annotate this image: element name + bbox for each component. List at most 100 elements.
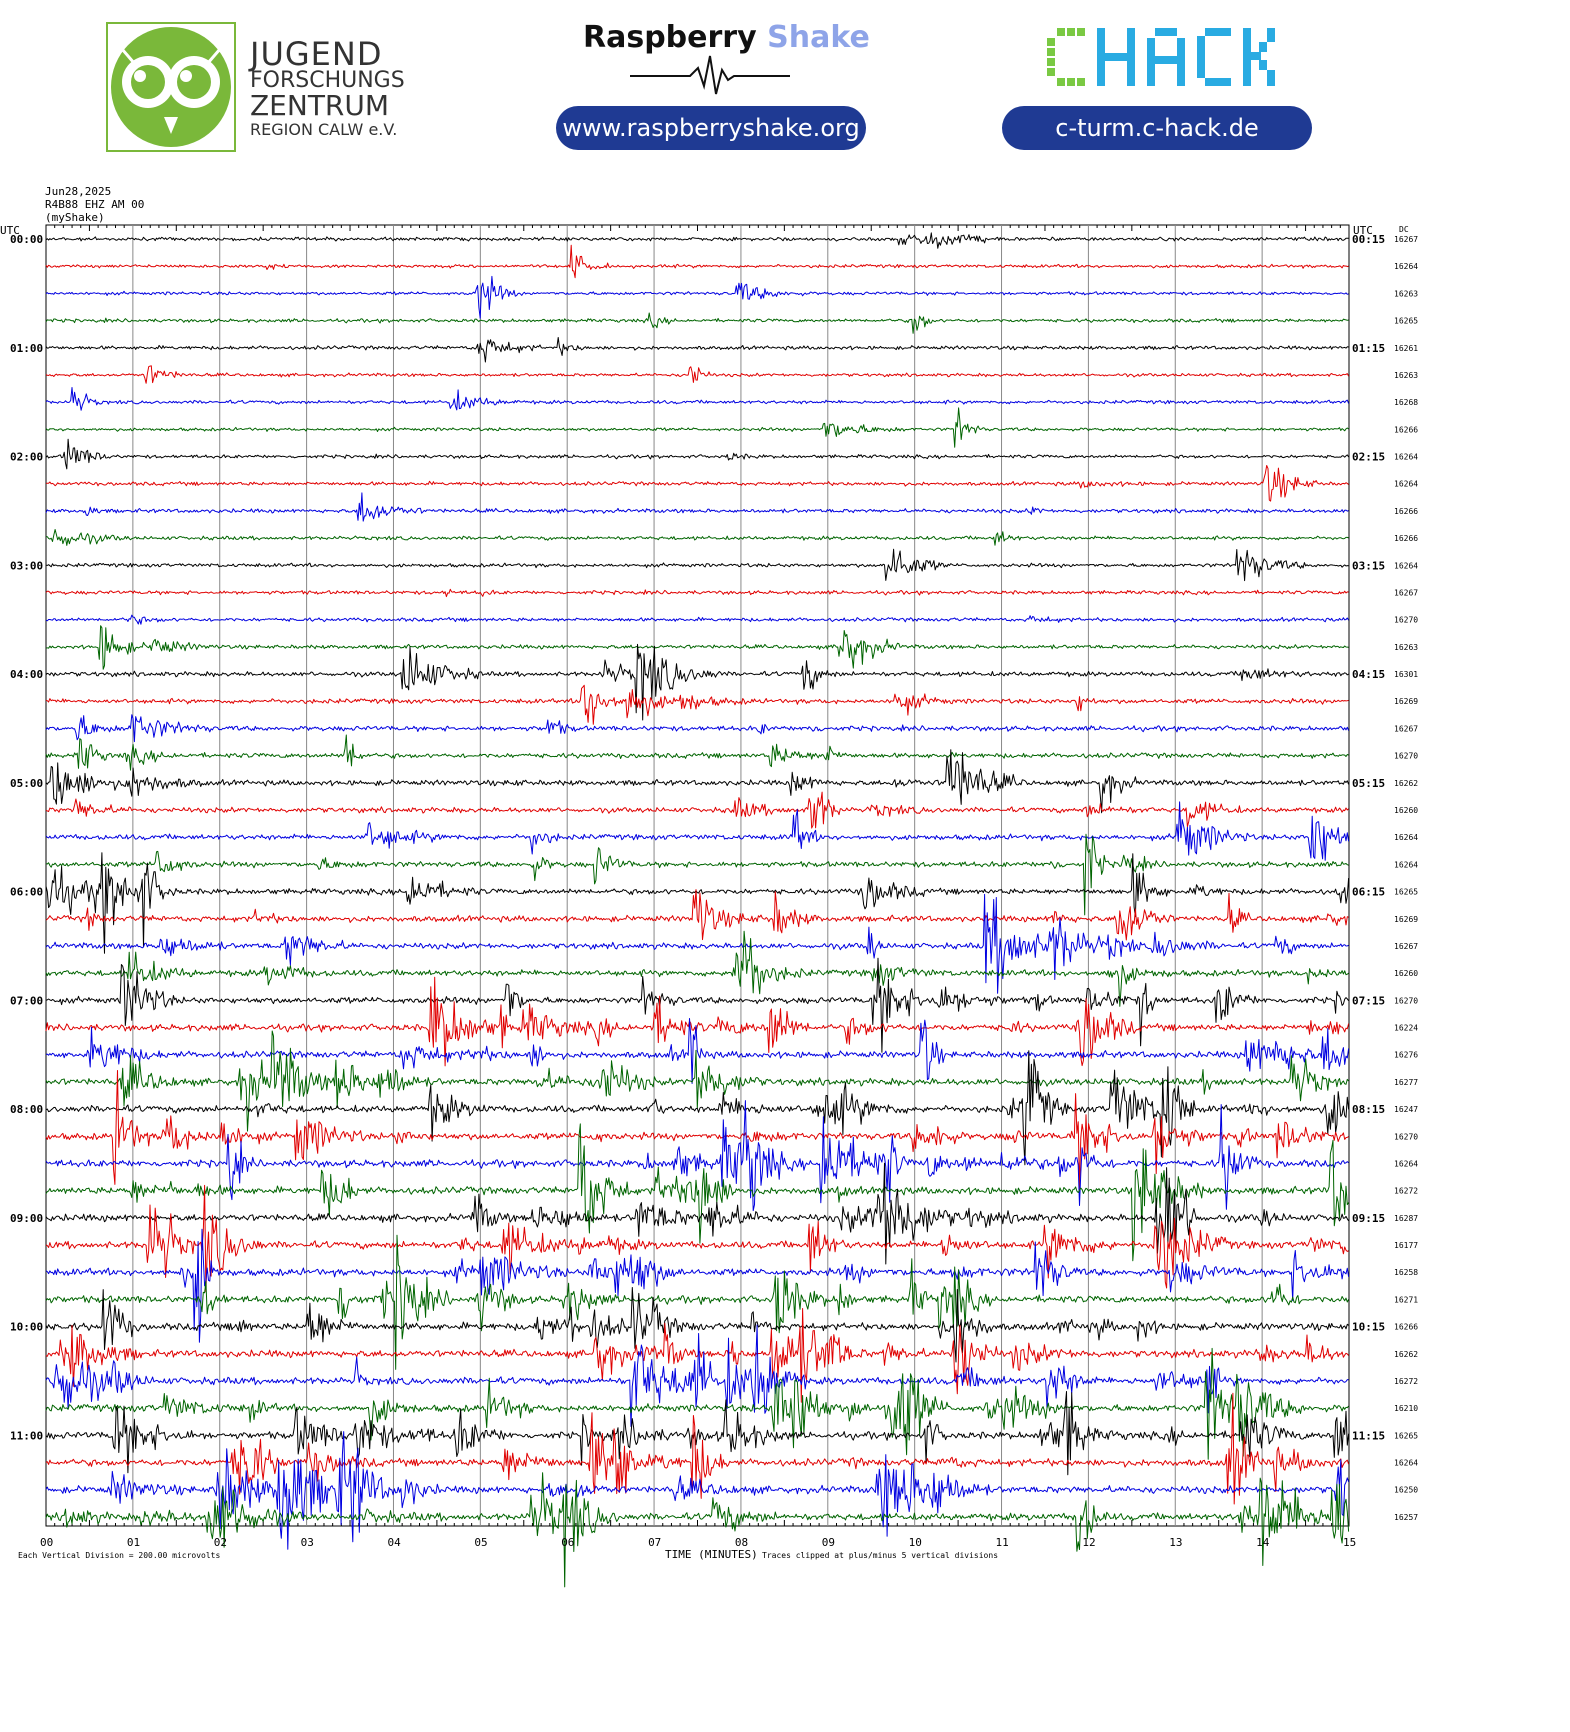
- dc-value: 16262: [1394, 779, 1418, 788]
- seismic-trace: [45, 1234, 1350, 1370]
- dc-value: 16266: [1394, 507, 1418, 516]
- x-tick-label: 01: [127, 1536, 140, 1549]
- right-time-label: 07:15: [1352, 994, 1385, 1007]
- x-tick-label: 13: [1169, 1536, 1182, 1549]
- left-time-label: 00:00: [10, 233, 43, 246]
- seismic-trace: [45, 1308, 1349, 1403]
- seismic-trace: [45, 365, 1350, 384]
- clip-note: Traces clipped at plus/minus 5 vertical …: [762, 1551, 998, 1560]
- seismic-trace: [45, 312, 1349, 334]
- seismic-trace: [45, 548, 1349, 582]
- dc-value: 16267: [1394, 942, 1418, 951]
- x-tick-label: 03: [301, 1536, 314, 1549]
- x-tick-label: 10: [909, 1536, 922, 1549]
- right-utc-label: UTC: [1353, 224, 1373, 237]
- dc-value: 16264: [1394, 1459, 1418, 1468]
- dc-value: 16301: [1394, 670, 1418, 679]
- plot-station: R4B88 EHZ AM 00: [45, 198, 144, 211]
- rs-word1: Raspberry: [583, 20, 757, 55]
- seismic-trace: [45, 387, 1350, 411]
- dc-value: 16262: [1394, 1350, 1418, 1359]
- seismic-trace: [45, 337, 1349, 363]
- dc-label: DC: [1399, 225, 1409, 234]
- x-tick-label: 04: [387, 1536, 401, 1549]
- raspberry-shake-logo: Raspberry Shake: [583, 20, 870, 55]
- left-time-label: 01:00: [10, 342, 43, 355]
- dc-value: 16264: [1394, 262, 1418, 271]
- right-time-label: 03:15: [1352, 559, 1385, 572]
- jfz-line2: FORSCHUNGS: [250, 68, 405, 93]
- seismic-trace: [45, 1347, 1349, 1460]
- plot-network: (myShake): [45, 211, 105, 224]
- seismic-trace: [45, 1070, 1349, 1190]
- dc-value: 16263: [1394, 371, 1418, 380]
- dc-value: 16210: [1394, 1404, 1418, 1413]
- seismic-trace: [45, 893, 1349, 994]
- dc-value: 16270: [1394, 996, 1418, 1005]
- seismic-trace: [45, 1392, 1350, 1505]
- seismic-trace: [45, 1391, 1350, 1476]
- seismic-trace: [45, 275, 1349, 319]
- seismic-trace: [45, 244, 1349, 279]
- left-time-label: 08:00: [10, 1103, 43, 1116]
- dc-value: 16264: [1394, 453, 1418, 462]
- dc-value: 16265: [1394, 888, 1418, 897]
- left-time-label: 10:00: [10, 1321, 43, 1334]
- dc-value: 16269: [1394, 697, 1418, 706]
- dc-value: 16247: [1394, 1105, 1418, 1114]
- dc-value: 16177: [1394, 1241, 1418, 1250]
- dc-value: 16224: [1394, 1024, 1418, 1033]
- seismic-trace: [45, 625, 1349, 670]
- seismic-trace: [45, 588, 1349, 598]
- right-time-label: 05:15: [1352, 777, 1385, 790]
- dc-value: 16257: [1394, 1513, 1418, 1522]
- seismic-trace: [45, 438, 1350, 470]
- x-tick-label: 15: [1343, 1536, 1356, 1549]
- scale-note: Each Vertical Division = 200.00 microvol…: [18, 1551, 220, 1560]
- jfz-owl-logo: [106, 22, 236, 152]
- seismic-trace: [45, 734, 1349, 771]
- seismic-trace: [45, 643, 1349, 721]
- seismic-trace: [45, 232, 1349, 249]
- dc-value: 16269: [1394, 915, 1418, 924]
- x-tick-label: 14: [1256, 1536, 1270, 1549]
- dc-value: 16264: [1394, 1159, 1418, 1168]
- seismic-trace: [45, 957, 1350, 1053]
- header-banner: JUGEND FORSCHUNGS ZENTRUM REGION CALW e.…: [0, 0, 1570, 190]
- jfz-line1: JUGEND: [250, 35, 383, 73]
- chack-url-link[interactable]: c-turm.c-hack.de: [1002, 106, 1312, 150]
- seismic-trace: [45, 791, 1349, 829]
- right-time-label: 11:15: [1352, 1429, 1385, 1442]
- dc-value: 16258: [1394, 1268, 1418, 1277]
- jfz-line3: ZENTRUM: [250, 89, 390, 122]
- left-utc-label: UTC: [0, 224, 20, 237]
- dc-value: 16270: [1394, 752, 1418, 761]
- seismic-trace: [45, 684, 1349, 725]
- x-axis-title: TIME (MINUTES): [665, 1548, 758, 1561]
- seismic-trace: [45, 1050, 1350, 1166]
- left-time-label: 02:00: [10, 451, 43, 464]
- right-time-label: 04:15: [1352, 668, 1385, 681]
- left-time-label: 06:00: [10, 886, 43, 899]
- left-time-label: 04:00: [10, 668, 43, 681]
- chack-logo: [1047, 28, 1275, 86]
- seismic-trace: [45, 465, 1349, 502]
- dc-value: 16268: [1394, 398, 1418, 407]
- rs-url-link[interactable]: www.raspberryshake.org: [556, 106, 866, 150]
- dc-value: 16276: [1394, 1051, 1418, 1060]
- right-time-label: 00:15: [1352, 233, 1385, 246]
- dc-value: 16272: [1394, 1187, 1418, 1196]
- left-time-label: 05:00: [10, 777, 43, 790]
- right-time-label: 08:15: [1352, 1103, 1385, 1116]
- dc-value: 16267: [1394, 588, 1418, 597]
- dc-value: 16263: [1394, 289, 1418, 298]
- seismic-trace: [45, 714, 1350, 743]
- x-tick-label: 09: [822, 1536, 835, 1549]
- dc-value: 16287: [1394, 1214, 1418, 1223]
- dc-value: 16265: [1394, 1431, 1418, 1440]
- seismic-trace: [45, 1431, 1350, 1550]
- x-tick-label: 07: [648, 1536, 661, 1549]
- x-tick-label: 11: [996, 1536, 1009, 1549]
- seismic-trace: [45, 833, 1349, 916]
